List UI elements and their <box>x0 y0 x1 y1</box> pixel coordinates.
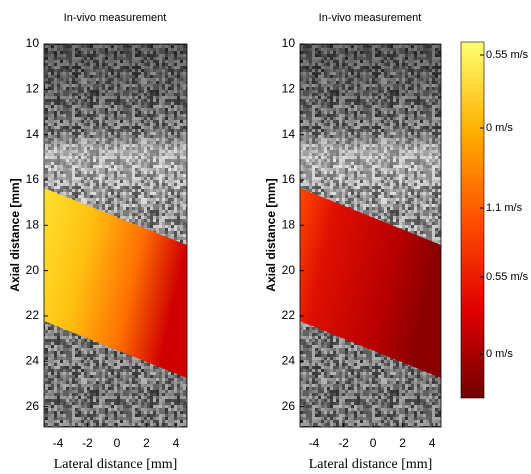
y-tick-label: 24 <box>282 353 296 367</box>
y-tick-label: 20 <box>26 263 40 277</box>
x-tick-label: -4 <box>53 436 64 450</box>
x-tick-label: 0 <box>370 436 377 450</box>
y-tick-label: 18 <box>26 217 40 231</box>
y-tick-label: 22 <box>26 308 40 322</box>
y-tick-label: 16 <box>282 172 296 186</box>
colorbar-label: 0 m/s <box>486 348 513 360</box>
x-axis-label: Lateral distance [mm] <box>54 457 178 472</box>
y-tick-label: 14 <box>26 127 40 141</box>
x-tick-label: 2 <box>143 436 150 450</box>
colorbar-label: 0.55 m/s <box>486 49 529 61</box>
y-axis-label: Axial distance [mm] <box>264 178 278 291</box>
panel: In-vivo measurement101214161820222426-4-… <box>8 12 188 472</box>
y-tick-label: 18 <box>282 217 296 231</box>
x-axis-label: Lateral distance [mm] <box>309 457 433 472</box>
axes-frame <box>43 43 188 428</box>
x-tick-label: -4 <box>309 436 320 450</box>
x-tick-label: 4 <box>429 436 436 450</box>
flow-region <box>44 188 187 378</box>
axes-frame <box>299 43 442 428</box>
flow-region <box>300 188 441 378</box>
colorbar-label: 0 m/s <box>486 122 513 134</box>
y-tick-label: 12 <box>26 81 40 95</box>
y-tick-label: 12 <box>282 81 296 95</box>
y-tick-label: 16 <box>26 172 40 186</box>
x-tick-label: 4 <box>173 436 180 450</box>
y-tick-label: 20 <box>282 263 296 277</box>
colorbar-label: 1.1 m/s <box>486 202 523 214</box>
chart-title: In-vivo measurement <box>64 12 167 24</box>
y-tick-label: 10 <box>282 36 296 50</box>
y-tick-label: 24 <box>26 353 40 367</box>
x-tick-label: -2 <box>82 436 93 450</box>
y-tick-label: 26 <box>26 399 40 413</box>
y-tick-label: 22 <box>282 308 296 322</box>
y-tick-label: 26 <box>282 399 296 413</box>
x-tick-label: 0 <box>114 436 121 450</box>
y-tick-label: 14 <box>282 127 296 141</box>
colorbar <box>460 41 485 399</box>
y-axis-label: Axial distance [mm] <box>8 178 22 291</box>
y-tick-label: 10 <box>26 36 40 50</box>
chart-title: In-vivo measurement <box>319 12 422 24</box>
panel: In-vivo measurement101214161820222426-4-… <box>264 12 442 472</box>
x-tick-label: 2 <box>399 436 406 450</box>
x-tick-label: -2 <box>338 436 349 450</box>
colorbar-label: 0.55 m/s <box>486 271 529 283</box>
